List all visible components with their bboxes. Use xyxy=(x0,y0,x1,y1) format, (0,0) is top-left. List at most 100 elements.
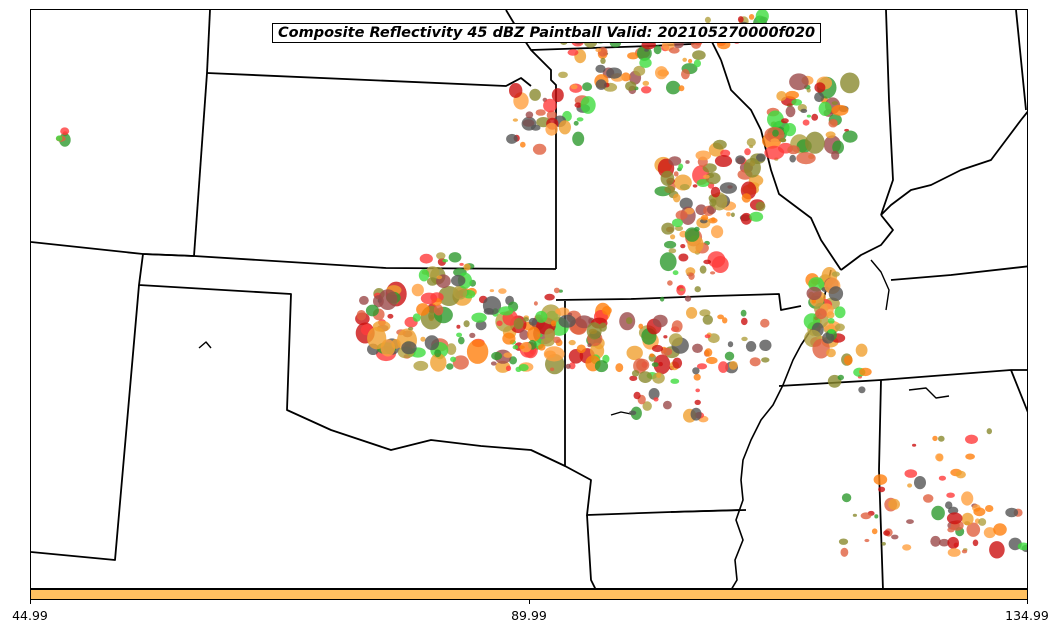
reflectivity-blob xyxy=(859,367,872,377)
reflectivity-blob xyxy=(680,244,686,249)
state-boundary-missouri-arkansas xyxy=(555,293,802,311)
reflectivity-blob xyxy=(888,498,900,510)
state-boundary-illinois-kentucky xyxy=(840,214,894,271)
reflectivity-blob xyxy=(938,435,945,442)
reflectivity-blob xyxy=(826,348,836,358)
reflectivity-blob xyxy=(356,310,367,321)
reflectivity-blob xyxy=(659,252,677,272)
reflectivity-blob xyxy=(456,324,461,329)
reflectivity-blob xyxy=(466,339,489,364)
reflectivity-blob xyxy=(543,98,557,113)
reflectivity-blob xyxy=(904,469,918,478)
state-boundary-wyoming-colorado xyxy=(31,241,195,257)
reflectivity-blob xyxy=(652,314,668,328)
reflectivity-blob xyxy=(512,345,519,350)
reflectivity-blob xyxy=(446,343,457,355)
reflectivity-blob xyxy=(704,16,711,24)
reflectivity-blob xyxy=(655,66,668,80)
reflectivity-blob xyxy=(529,349,534,355)
reflectivity-blob xyxy=(815,308,827,320)
reflectivity-blob xyxy=(787,145,800,155)
reflectivity-blob xyxy=(828,286,844,301)
reflectivity-blob xyxy=(789,73,809,91)
reflectivity-blob xyxy=(694,286,701,293)
reflectivity-blob xyxy=(864,538,870,543)
reflectivity-blob xyxy=(668,156,682,166)
reflectivity-blob xyxy=(717,314,724,320)
reflectivity-blob xyxy=(627,52,639,60)
reflectivity-blob xyxy=(709,198,717,207)
reflectivity-blob xyxy=(746,138,756,147)
reflectivity-blob xyxy=(434,349,442,358)
reflectivity-blob xyxy=(631,370,640,377)
reflectivity-blob xyxy=(590,342,605,359)
reflectivity-blob xyxy=(408,326,414,331)
colorbar-label-max: 134.99 xyxy=(1005,608,1049,623)
reflectivity-blob xyxy=(930,535,941,547)
reflectivity-blob xyxy=(670,234,676,240)
reflectivity-blob xyxy=(595,79,607,90)
reflectivity-blob xyxy=(679,197,693,210)
reflectivity-blob xyxy=(843,355,853,366)
reflectivity-blob xyxy=(690,407,702,421)
reflectivity-blob xyxy=(705,172,721,185)
reflectivity-blob xyxy=(914,476,926,490)
state-boundary-illinois-indiana xyxy=(880,10,894,216)
reflectivity-blob xyxy=(938,538,950,547)
reflectivity-blob xyxy=(781,118,789,124)
reflectivity-blob xyxy=(574,102,582,108)
reflectivity-blob xyxy=(730,212,735,218)
reflectivity-blob xyxy=(599,322,607,332)
reflectivity-blob xyxy=(684,227,700,242)
reflectivity-blob xyxy=(923,494,934,503)
reflectivity-blob xyxy=(546,110,557,121)
reflectivity-blob xyxy=(469,332,476,338)
reflectivity-blob xyxy=(378,289,398,310)
reflectivity-blob xyxy=(556,307,570,317)
reflectivity-blob xyxy=(668,333,683,347)
reflectivity-blob xyxy=(630,406,642,420)
reflectivity-blob xyxy=(818,101,832,117)
reflectivity-blob xyxy=(906,519,914,524)
reflectivity-blob xyxy=(664,240,677,249)
state-boundary-tennessee-kentucky xyxy=(890,265,1027,281)
reflectivity-blob xyxy=(628,410,637,416)
reflectivity-blob xyxy=(675,210,688,220)
state-boundary-kansas-nebraska xyxy=(193,255,557,270)
reflectivity-blob xyxy=(456,332,463,338)
reflectivity-blob xyxy=(543,346,565,362)
reflectivity-blob xyxy=(626,345,643,361)
reflectivity-blob xyxy=(587,343,592,348)
reflectivity-blob xyxy=(672,218,683,228)
reflectivity-blob xyxy=(558,120,572,135)
reflectivity-blob xyxy=(724,351,735,361)
reflectivity-blob xyxy=(60,127,70,135)
state-boundary-new-mexico xyxy=(31,284,140,561)
reflectivity-blob xyxy=(644,48,649,52)
reflectivity-blob xyxy=(660,170,675,186)
reflectivity-blob xyxy=(814,92,825,103)
reflectivity-blob xyxy=(985,505,994,512)
reflectivity-blob xyxy=(668,248,677,254)
reflectivity-blob xyxy=(567,49,579,56)
reflectivity-blob xyxy=(907,483,913,488)
reflectivity-blob xyxy=(694,399,701,405)
state-boundary-colorado-north xyxy=(193,72,208,257)
reflectivity-blob xyxy=(965,434,978,444)
reflectivity-blob xyxy=(961,512,974,526)
reflectivity-blob xyxy=(827,318,835,324)
reflectivity-blob xyxy=(667,280,673,286)
reflectivity-blob xyxy=(636,358,650,372)
reflectivity-blob xyxy=(595,48,602,53)
reflectivity-blob xyxy=(544,293,555,301)
lake-oklahoma xyxy=(198,341,212,349)
reflectivity-blob xyxy=(503,352,513,358)
reflectivity-blob xyxy=(989,541,1005,559)
reflectivity-blob xyxy=(653,397,659,402)
reflectivity-blob xyxy=(692,343,703,353)
reflectivity-blob xyxy=(626,317,633,325)
state-boundary-nebraska-south-dakota xyxy=(206,72,532,87)
reflectivity-blob xyxy=(837,374,844,381)
reflectivity-blob xyxy=(891,534,899,540)
reflectivity-blob xyxy=(871,528,878,535)
